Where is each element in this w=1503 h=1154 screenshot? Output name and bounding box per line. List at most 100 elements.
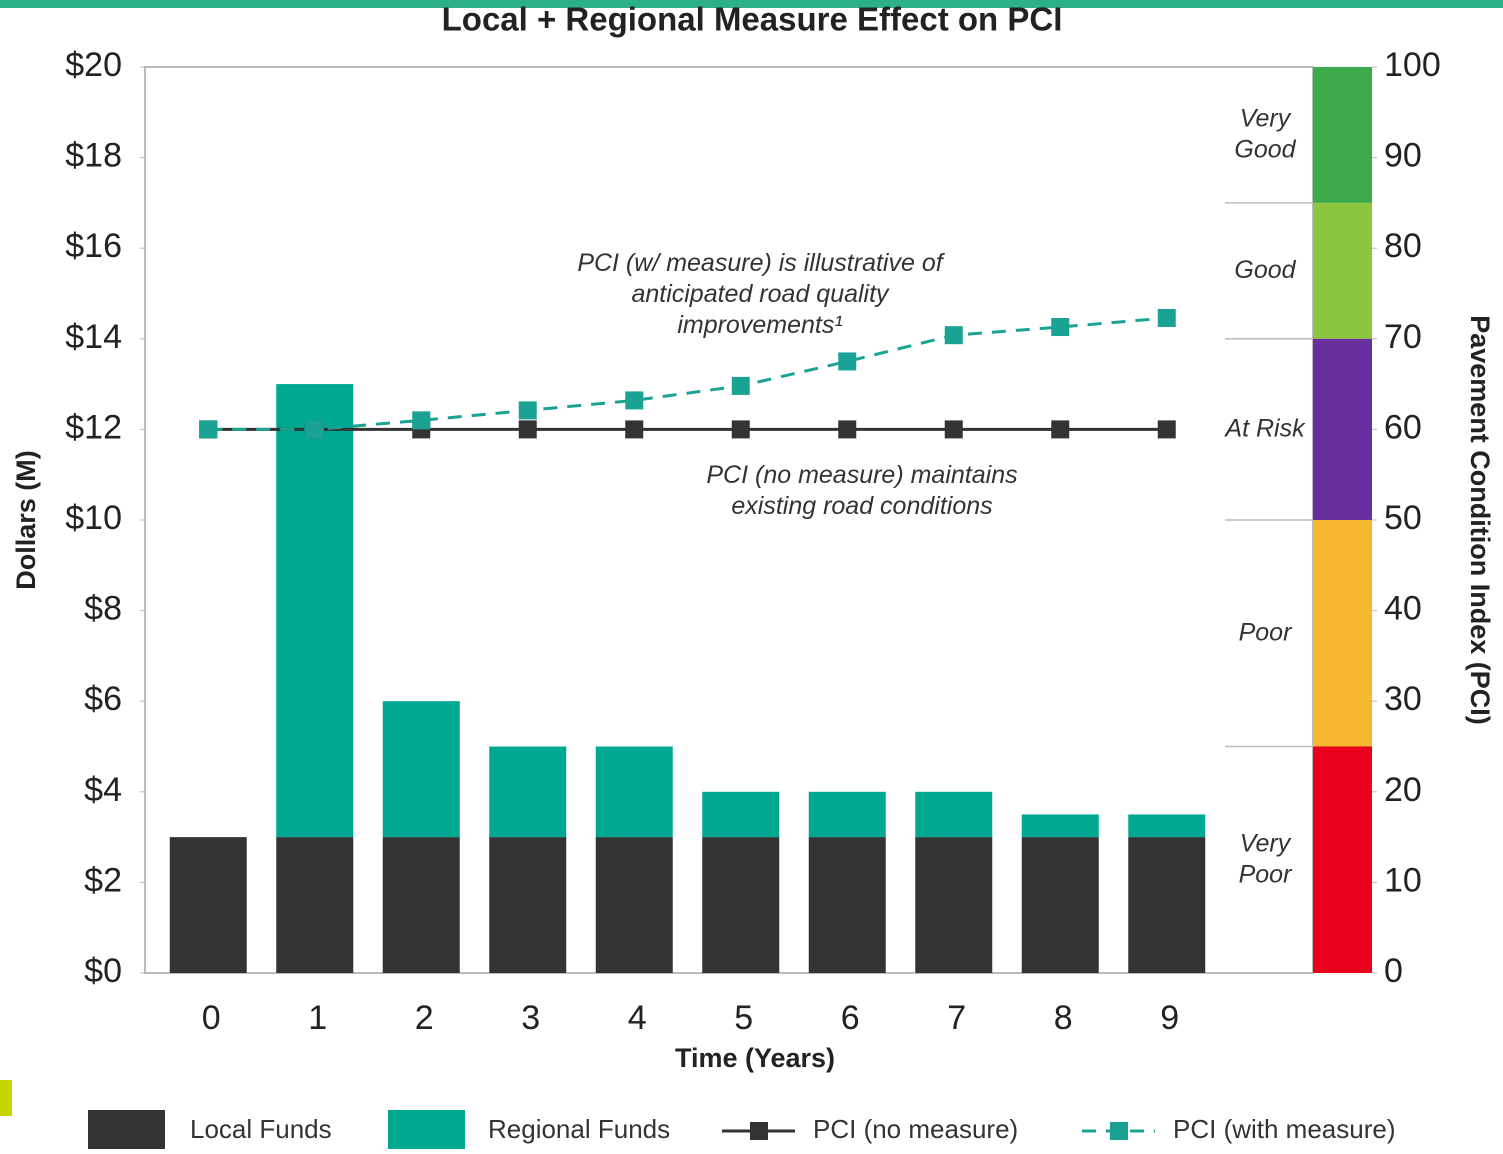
x-tick-label: 1 — [308, 999, 327, 1037]
annotation-line: existing road conditions — [731, 492, 992, 520]
line-marker — [518, 420, 537, 439]
line-marker — [1051, 318, 1070, 337]
y-tick-label: $16 — [65, 227, 122, 265]
x-tick-label: 2 — [415, 999, 434, 1037]
line-marker — [731, 420, 750, 439]
x-tick-label: 9 — [1160, 999, 1179, 1037]
band-label-line: Very — [1240, 104, 1292, 132]
y2-tick-label: 50 — [1384, 499, 1422, 537]
line-marker — [518, 401, 537, 420]
bar — [169, 837, 247, 973]
bar — [808, 837, 886, 973]
chart-title: Local + Regional Measure Effect on PCI — [442, 1, 1063, 38]
band-label-line: Poor — [1239, 860, 1293, 888]
band-label-line: Good — [1234, 135, 1296, 163]
bar — [382, 701, 460, 838]
band-label: Poor — [1239, 618, 1293, 646]
legend-swatch — [88, 1110, 165, 1149]
band-label-line: Good — [1234, 255, 1296, 283]
bar — [915, 837, 993, 973]
y2-tick-label: 0 — [1384, 952, 1403, 990]
y-tick-label: $8 — [84, 590, 122, 628]
x-tick-label: 6 — [841, 999, 860, 1037]
line-marker — [944, 420, 963, 439]
x-tick-label: 7 — [947, 999, 966, 1037]
line-marker — [838, 352, 857, 371]
annotation-line: anticipated road quality — [631, 280, 890, 308]
line-marker — [731, 376, 750, 395]
y2-tick-label: 30 — [1384, 680, 1422, 718]
line-marker — [1157, 308, 1176, 327]
legend-swatch — [388, 1110, 465, 1149]
bar — [915, 791, 993, 838]
line-marker — [1051, 420, 1070, 439]
condition-band — [1313, 338, 1372, 520]
bar — [1128, 837, 1206, 973]
legend-label: PCI (with measure) — [1173, 1114, 1396, 1144]
line-marker — [199, 420, 218, 439]
bar — [1021, 814, 1099, 838]
bar — [702, 791, 780, 838]
band-label: Very Poor — [1239, 829, 1293, 888]
line-marker — [625, 420, 644, 439]
x-axis-title: Time (Years) — [675, 1043, 835, 1073]
band-label: Very Good — [1234, 104, 1296, 163]
y2-tick-label: 40 — [1384, 590, 1422, 628]
bar — [595, 837, 673, 973]
y-tick-label: $6 — [84, 680, 122, 718]
band-label-line: Very — [1240, 829, 1292, 857]
y-tick-label: $4 — [84, 771, 122, 809]
y2-axis-title: Pavement Condition Index (PCI) — [1465, 315, 1495, 725]
y2-tick-label: 80 — [1384, 227, 1422, 265]
top-strip — [0, 0, 1503, 8]
x-tick-label: 0 — [202, 999, 221, 1037]
bar — [702, 837, 780, 973]
line — [208, 316, 1167, 431]
x-tick-label: 8 — [1054, 999, 1073, 1037]
bar — [808, 791, 886, 838]
y2-tick-label: 20 — [1384, 771, 1422, 809]
y-tick-label: $0 — [84, 952, 122, 990]
legend-label: PCI (no measure) — [813, 1114, 1018, 1144]
bar — [382, 837, 460, 973]
y-tick-label: $18 — [65, 137, 122, 175]
condition-band — [1313, 520, 1372, 747]
y-tick-label: $2 — [84, 861, 122, 899]
band-label-line: At Risk — [1223, 414, 1306, 442]
y-tick-label: $14 — [65, 318, 122, 356]
annotation: PCI (no measure) maintains existing road … — [706, 461, 1017, 520]
y-tick-label: $10 — [65, 499, 122, 537]
legend-marker — [750, 1122, 768, 1140]
y2-tick-label: 70 — [1384, 318, 1422, 356]
legend-marker — [1110, 1122, 1128, 1140]
line-marker — [1157, 420, 1176, 439]
line-marker — [412, 411, 431, 430]
x-tick-label: 3 — [521, 999, 540, 1037]
bar — [1021, 837, 1099, 973]
bar — [595, 746, 673, 838]
bar — [276, 837, 354, 973]
y2-tick-label: 60 — [1384, 408, 1422, 446]
condition-band — [1313, 67, 1372, 203]
condition-band — [1313, 746, 1372, 973]
line-marker — [838, 420, 857, 439]
band-label: Good — [1234, 255, 1296, 283]
legend-label: Local Funds — [190, 1114, 332, 1144]
y-axis-title: Dollars (M) — [11, 450, 41, 590]
legend-label: Regional Funds — [488, 1114, 670, 1144]
band-label-line: Poor — [1239, 618, 1293, 646]
y2-tick-label: 10 — [1384, 861, 1422, 899]
annotation-line: PCI (w/ measure) is illustrative of — [577, 249, 945, 277]
x-tick-label: 5 — [734, 999, 753, 1037]
corner-mark — [0, 1080, 12, 1116]
y-tick-label: $12 — [65, 408, 122, 446]
annotation-line: PCI (no measure) maintains — [706, 461, 1017, 489]
bar — [489, 746, 567, 838]
bar — [276, 384, 354, 838]
bar — [489, 837, 567, 973]
line-marker — [944, 326, 963, 345]
y2-tick-label: 90 — [1384, 137, 1422, 175]
y-tick-label: $20 — [65, 46, 122, 84]
annotation: PCI (w/ measure) is illustrative of antic… — [577, 249, 945, 339]
